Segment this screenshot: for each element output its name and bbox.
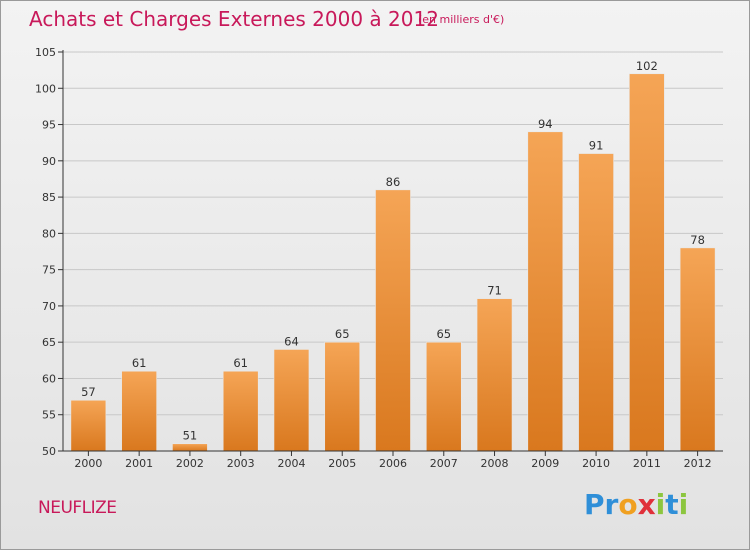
data-label-2008: 71	[487, 284, 502, 298]
bar-2005[interactable]	[324, 341, 361, 452]
bar-2004[interactable]	[273, 349, 310, 452]
x-tick-label-2002: 2002	[176, 457, 204, 470]
bar-2002[interactable]	[172, 443, 208, 452]
data-label-2005: 65	[335, 327, 350, 341]
y-tick-label: 90	[42, 155, 56, 168]
y-tick-label: 55	[42, 409, 56, 422]
y-tick-label: 85	[42, 191, 56, 204]
logo-letter: x	[637, 488, 656, 521]
data-labels: 57 61 51 61 64 65 86 65 71 94 91 102 78	[81, 59, 705, 443]
data-label-2012: 78	[690, 233, 705, 247]
y-tick-label: 50	[42, 445, 56, 458]
y-tick-label: 75	[42, 264, 56, 277]
y-tick-label: 60	[42, 372, 56, 385]
y-tick-label: 105	[35, 46, 56, 59]
commune-name: NEUFLIZE	[38, 498, 117, 518]
x-tick-label-2011: 2011	[633, 457, 661, 470]
data-label-2011: 102	[636, 59, 658, 73]
data-label-2009: 94	[538, 117, 553, 131]
logo-letter: r	[604, 488, 619, 521]
bar-2003[interactable]	[222, 370, 259, 452]
data-label-2001: 61	[132, 356, 147, 370]
bar-2007[interactable]	[425, 341, 462, 452]
logo-letter: o	[618, 488, 638, 521]
x-tick-label-2000: 2000	[74, 457, 102, 470]
bar-2012[interactable]	[679, 247, 716, 452]
data-label-2006: 86	[386, 175, 401, 189]
y-tick-label: 70	[42, 300, 56, 313]
bar-2001[interactable]	[121, 370, 157, 452]
data-label-2007: 65	[436, 327, 451, 341]
logo-letter: t	[665, 488, 679, 521]
chart-subtitle: (en milliers d'€)	[418, 13, 505, 26]
bar-2008[interactable]	[476, 298, 513, 452]
bars	[70, 73, 716, 452]
x-tick-label-2005: 2005	[328, 457, 356, 470]
x-tick-label-2006: 2006	[379, 457, 407, 470]
bar-2011[interactable]	[629, 73, 665, 452]
x-tick-label-2004: 2004	[277, 457, 305, 470]
logo-letter: P	[584, 488, 605, 521]
logo-letter: i	[655, 488, 666, 521]
data-label-2004: 64	[284, 334, 299, 348]
x-tick-label-2007: 2007	[430, 457, 458, 470]
axes: 50 55 60 65 70 75 80 85 90 95 100 105 2000 2001 2002 20…	[35, 46, 723, 470]
bar-2006[interactable]	[375, 189, 411, 452]
x-tick-label-2012: 2012	[684, 457, 712, 470]
proxiti-logo[interactable]: Proxiti	[584, 488, 688, 521]
x-tick-label-2009: 2009	[531, 457, 559, 470]
y-tick-label: 95	[42, 119, 56, 132]
data-label-2002: 51	[183, 429, 198, 443]
logo-letter: i	[678, 488, 689, 521]
x-tick-label-2010: 2010	[582, 457, 610, 470]
y-tick-label: 65	[42, 336, 56, 349]
data-label-2010: 91	[589, 139, 604, 153]
bar-2010[interactable]	[578, 153, 614, 452]
data-label-2003: 61	[233, 356, 248, 370]
x-tick-label-2008: 2008	[481, 457, 509, 470]
x-tick-label-2001: 2001	[125, 457, 153, 470]
y-tick-label: 80	[42, 227, 56, 240]
data-label-2000: 57	[81, 385, 96, 399]
bar-2009[interactable]	[527, 131, 564, 452]
bar-2000[interactable]	[70, 399, 107, 452]
chart-title: Achats et Charges Externes 2000 à 2012	[29, 7, 439, 31]
y-tick-label: 100	[35, 82, 56, 95]
x-tick-label-2003: 2003	[227, 457, 255, 470]
